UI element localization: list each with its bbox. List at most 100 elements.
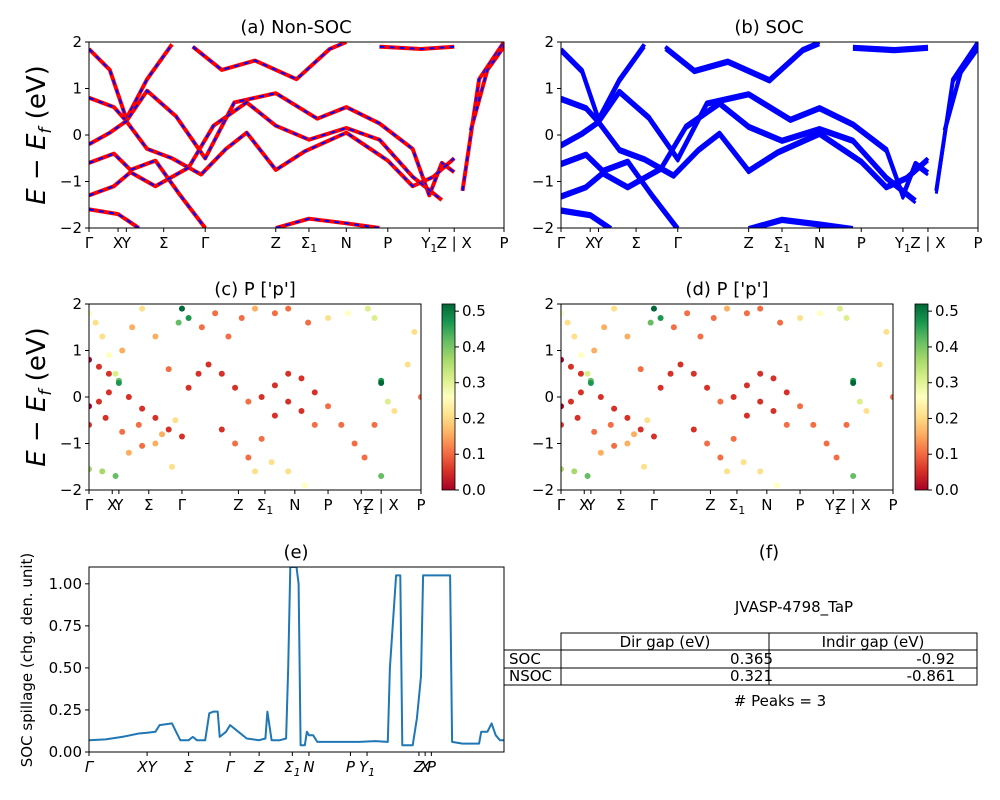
projection-point <box>611 405 618 412</box>
xtick-label: N <box>814 234 825 252</box>
projection-point <box>185 314 192 321</box>
xtick-label: Y1 <box>894 234 911 255</box>
projection-point <box>667 370 674 377</box>
xtick-label: P <box>888 496 897 514</box>
projection-point <box>876 361 883 368</box>
projection-point <box>232 440 239 447</box>
projection-point <box>285 370 292 377</box>
xtick-label: Σ <box>144 496 153 514</box>
projection-point <box>351 440 358 447</box>
band-line-soc-dashed <box>275 217 380 228</box>
projection-point <box>724 305 730 312</box>
band-line-nonsoc <box>191 42 348 82</box>
projection-point <box>644 417 651 424</box>
ytick-label: −1 <box>60 173 82 191</box>
projection-point <box>172 417 179 424</box>
projection-point <box>105 389 112 396</box>
xtick-label: X <box>579 496 589 514</box>
panel-c-colorbar-ticks: 0.5 0.4 0.3 0.2 0.1 0.0 <box>455 302 486 499</box>
band-line-soc-dashed <box>192 42 347 81</box>
ytick-label: 0 <box>544 126 554 144</box>
xtick-label: Γ <box>85 496 94 514</box>
projection-point <box>717 454 724 461</box>
xtick-label: X <box>107 496 117 514</box>
ytick-label: 0.75 <box>49 617 82 635</box>
projection-point <box>344 310 351 317</box>
panel-b-plot <box>561 42 978 228</box>
xtick-label: Y <box>593 234 604 252</box>
xtick-label: X <box>113 234 123 252</box>
projection-point <box>577 389 584 396</box>
panel-a-xticks: Γ XY Σ Γ Z Σ1 N P Y1 Z | X P <box>85 228 509 255</box>
xtick-label: Σ <box>184 758 194 776</box>
projection-point <box>338 421 345 428</box>
projection-point <box>743 412 750 419</box>
projection-point <box>567 398 574 405</box>
projection-point <box>710 314 717 321</box>
colorbar-tick-label: 0.5 <box>935 302 959 320</box>
projection-point <box>743 382 750 389</box>
ytick-label: 1 <box>544 342 554 360</box>
band-line-soc-split <box>561 103 917 205</box>
panel-e-yticks: 1.00 0.75 0.50 0.25 0.00 <box>49 575 89 761</box>
projection-point <box>637 426 644 433</box>
band-line-soc <box>561 43 647 121</box>
panel-b-yticks: 2 1 0 −1 −2 <box>532 33 561 237</box>
ytick-label: 0.25 <box>49 701 82 719</box>
projection-point <box>597 394 604 400</box>
projection-point <box>564 319 571 326</box>
band-line-nonsoc <box>89 207 140 228</box>
projection-point <box>810 421 817 428</box>
projection-point <box>717 398 724 405</box>
projection-point <box>205 361 212 368</box>
projection-point <box>418 394 421 400</box>
projection-point <box>165 426 172 433</box>
ytick-label: 2 <box>72 33 82 51</box>
band-line-soc <box>664 42 821 82</box>
projection-point <box>89 356 92 363</box>
projection-point <box>657 384 664 391</box>
panel-c-colorbar <box>441 303 456 491</box>
xtick-label: Γ <box>557 234 566 252</box>
ytick-label: −1 <box>60 435 82 453</box>
colorbar-tick-label: 0.1 <box>935 445 959 463</box>
projection-point <box>770 375 777 382</box>
projection-point <box>773 482 780 489</box>
projection-point <box>218 370 225 377</box>
projection-point <box>105 352 112 359</box>
xtick-label: P <box>499 234 508 252</box>
xtick-label: Z <box>705 496 715 514</box>
gap-table: Dir gap (eV) Indir gap (eV) SOC 0.365 -0… <box>503 632 978 686</box>
projection-point <box>178 305 185 312</box>
ytick-label: 0.00 <box>49 743 82 761</box>
projection-point <box>271 412 278 419</box>
band-line-soc-dashed <box>469 46 504 131</box>
panel-d-plot <box>561 305 893 489</box>
projection-point <box>129 324 136 331</box>
ytick-label: 2 <box>544 33 554 51</box>
projection-point <box>245 398 252 405</box>
projection-point <box>730 394 737 400</box>
projection-point <box>271 310 278 317</box>
projection-point <box>238 314 245 321</box>
colorbar-tick-label: 0.3 <box>462 374 486 392</box>
xtick-label: Σ1 <box>774 234 790 255</box>
xtick-label: Z | X <box>364 496 399 514</box>
ytick-label: 1 <box>72 80 82 98</box>
projection-point <box>311 389 318 396</box>
panel-a-title: (a) Non-SOC <box>240 17 351 38</box>
projection-point <box>391 407 398 414</box>
projection-point <box>843 421 850 428</box>
ytick-label: −2 <box>60 219 82 237</box>
projection-point <box>165 366 172 373</box>
projection-point <box>252 468 258 475</box>
band-line-nonsoc <box>89 100 444 202</box>
xtick-label: Σ <box>616 496 625 514</box>
band-line-soc-split <box>943 48 978 134</box>
projection-point <box>169 463 175 470</box>
xtick-label: P <box>427 758 437 776</box>
projection-point <box>757 370 764 377</box>
projection-point <box>218 426 225 433</box>
projection-point <box>95 398 102 405</box>
projection-point <box>384 398 391 405</box>
